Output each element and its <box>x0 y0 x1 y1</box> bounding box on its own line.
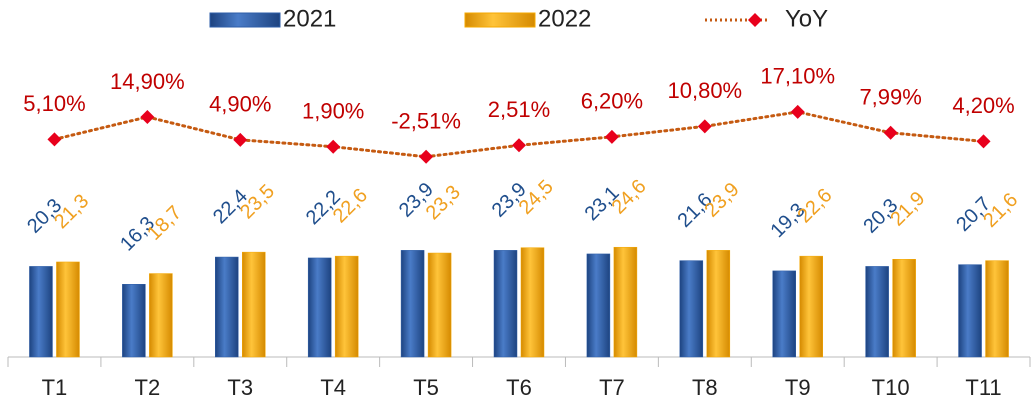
bar <box>613 246 638 358</box>
x-tick-label: T3 <box>227 375 253 400</box>
marker <box>140 109 155 124</box>
data-label: 14,90% <box>110 69 185 94</box>
data-label: 22,6 <box>329 184 372 227</box>
data-label: 1,90% <box>302 99 364 124</box>
legend-label: YoY <box>785 5 828 32</box>
x-tick-label: T9 <box>785 375 811 400</box>
bar <box>493 250 518 358</box>
bar <box>149 273 173 358</box>
data-label: 23,5 <box>236 180 279 223</box>
data-label: 7,99% <box>859 85 921 110</box>
data-label: 6,20% <box>581 89 643 114</box>
marker <box>419 149 434 164</box>
bar <box>799 255 823 358</box>
bar <box>215 256 239 358</box>
data-label: 10,80% <box>668 78 743 103</box>
data-label: 18,7 <box>143 202 186 245</box>
marker <box>976 134 991 149</box>
bar <box>400 250 425 358</box>
x-tick-label: T2 <box>135 375 161 400</box>
bar <box>334 255 359 358</box>
bar <box>520 247 545 358</box>
legend-label: 2022 <box>538 5 591 32</box>
data-label: 4,90% <box>209 92 271 117</box>
bar <box>586 253 611 358</box>
bar <box>242 251 266 358</box>
data-label: 24,6 <box>608 175 651 218</box>
bar <box>892 259 916 358</box>
x-tick-label: T11 <box>965 375 1001 400</box>
data-label: 4,20% <box>952 93 1014 118</box>
legend-marker <box>748 13 762 27</box>
bar <box>706 250 731 358</box>
legend-swatch <box>209 12 281 28</box>
data-label: 23,9 <box>701 179 744 222</box>
x-tick-label: T1 <box>42 375 68 400</box>
marker <box>883 125 898 140</box>
bar <box>307 257 332 358</box>
data-label: 2,51% <box>488 97 550 122</box>
x-tick-label: T8 <box>692 375 718 400</box>
bar <box>679 260 704 358</box>
marker <box>47 132 62 147</box>
data-label: 21,9 <box>886 187 929 230</box>
marker <box>233 132 248 147</box>
bar <box>772 270 796 358</box>
data-label: 21,6 <box>979 189 1022 232</box>
x-tick-label: T7 <box>599 375 625 400</box>
bar <box>958 264 982 358</box>
x-tick-label: T6 <box>506 375 532 400</box>
marker <box>790 104 805 119</box>
marker <box>697 119 712 134</box>
legend-swatch <box>464 12 536 28</box>
data-label: 17,10% <box>760 64 835 89</box>
marker <box>326 139 341 154</box>
x-tick-label: T4 <box>320 375 346 400</box>
marker <box>604 129 619 144</box>
bar <box>122 284 146 358</box>
x-tick-label: T5 <box>413 375 439 400</box>
bar <box>29 266 53 358</box>
bar <box>865 266 889 358</box>
data-label: 21,3 <box>50 190 93 233</box>
data-label: 24,5 <box>515 176 558 219</box>
marker <box>512 138 526 153</box>
x-tick-label: T10 <box>872 375 910 400</box>
bar <box>985 260 1009 358</box>
legend-label: 2021 <box>283 5 336 32</box>
data-label: -2,51% <box>391 109 461 134</box>
bar <box>427 252 452 358</box>
data-label: 5,10% <box>23 91 85 116</box>
bar <box>56 261 80 358</box>
